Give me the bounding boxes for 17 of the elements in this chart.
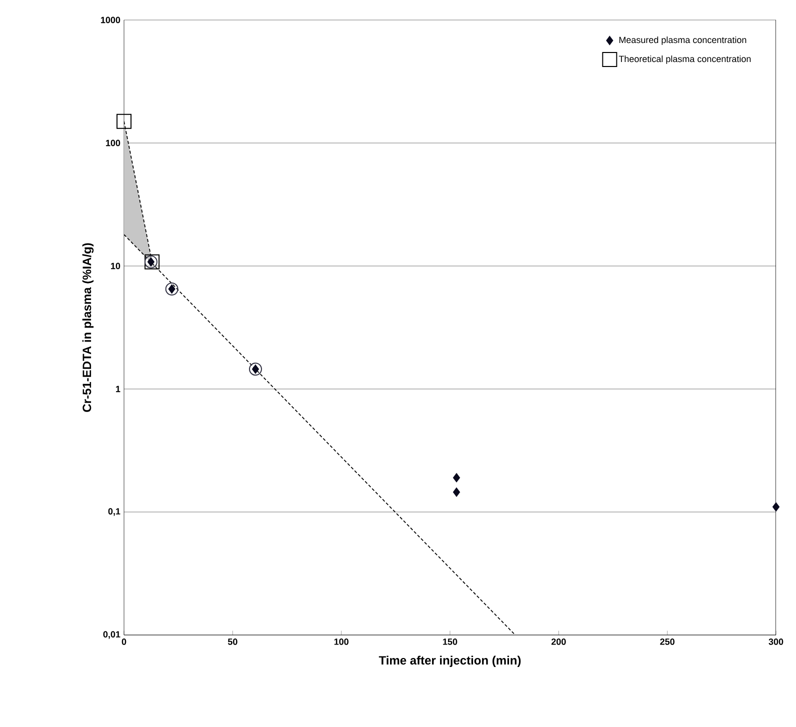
y-tick-label: 1000 [101,16,120,24]
y-axis-title: Cr-51-EDTA in plasma (%IA/g) [82,243,94,412]
x-tick-label: 200 [551,638,566,645]
legend-label: Measured plasma concentration [619,36,746,45]
y-tick-label: 100 [106,140,120,146]
x-tick-label: 0 [122,638,126,645]
x-tick-label: 250 [660,638,674,645]
x-tick-label: 100 [334,638,348,645]
x-tick-label: 50 [228,638,238,645]
y-tick-label: 1 [116,386,120,392]
y-tick-label: 10 [111,262,120,270]
y-tick-label: 0,1 [108,508,120,516]
x-tick-label: 150 [443,638,458,645]
x-tick-label: 300 [768,638,784,645]
legend-label: Theoretical plasma concentration [618,56,751,64]
x-axis-title: Time after injection (min) [378,656,521,667]
y-tick-label: 0,01 [103,631,120,639]
